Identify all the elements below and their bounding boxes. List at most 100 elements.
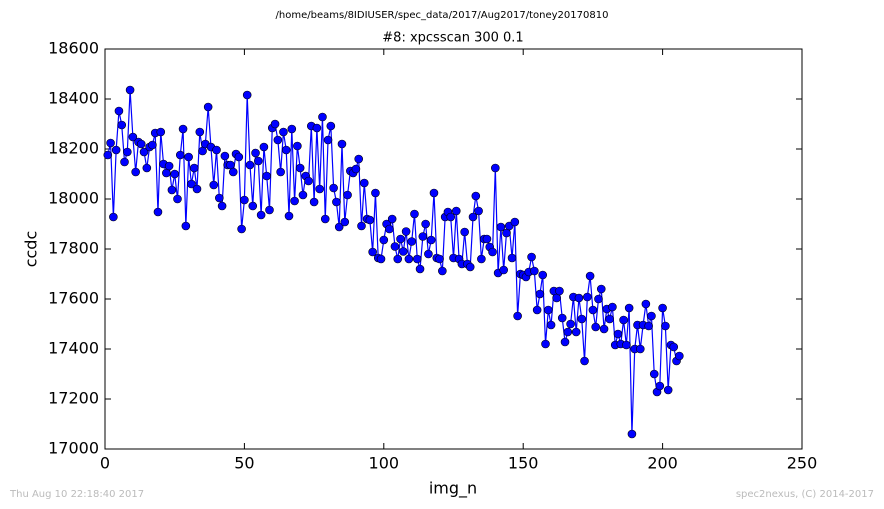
data-point bbox=[379, 235, 389, 245]
data-point bbox=[510, 217, 520, 227]
data-point bbox=[588, 305, 598, 315]
data-point bbox=[354, 154, 364, 164]
data-point bbox=[125, 85, 135, 95]
data-point bbox=[156, 127, 166, 137]
data-point bbox=[387, 214, 397, 224]
data-point bbox=[117, 120, 127, 130]
x-tick-label: 50 bbox=[234, 454, 254, 473]
data-point bbox=[304, 176, 313, 186]
data-point bbox=[114, 106, 124, 116]
y-axis-label: ccdc bbox=[22, 231, 41, 268]
data-point bbox=[256, 210, 266, 220]
data-point bbox=[435, 254, 444, 264]
data-point bbox=[482, 234, 492, 244]
data-point bbox=[546, 320, 556, 330]
data-point bbox=[647, 311, 656, 321]
data-point bbox=[234, 152, 244, 162]
data-point bbox=[123, 147, 132, 157]
data-point bbox=[669, 342, 679, 352]
data-point bbox=[608, 302, 617, 312]
data-point bbox=[624, 303, 634, 313]
data-point bbox=[103, 150, 113, 160]
data-point bbox=[599, 324, 609, 334]
data-point bbox=[424, 249, 433, 259]
data-point bbox=[371, 188, 380, 198]
data-point bbox=[663, 385, 673, 395]
data-point bbox=[142, 163, 152, 173]
data-point bbox=[217, 201, 227, 211]
data-point bbox=[385, 224, 394, 234]
data-point bbox=[365, 215, 375, 225]
data-point bbox=[532, 305, 542, 315]
data-point bbox=[337, 139, 347, 149]
x-tick-label: 200 bbox=[647, 454, 678, 473]
data-point bbox=[187, 179, 196, 189]
data-point bbox=[209, 180, 219, 190]
y-tick-label: 18600 bbox=[48, 39, 99, 58]
x-tick-label: 250 bbox=[787, 454, 818, 473]
data-point bbox=[496, 222, 506, 232]
data-point bbox=[136, 139, 146, 149]
data-point bbox=[254, 156, 263, 166]
data-point bbox=[658, 303, 667, 313]
data-point bbox=[279, 127, 288, 137]
data-point bbox=[215, 193, 224, 203]
chart-title: #8: xpcsscan 300 0.1 bbox=[382, 31, 523, 46]
data-point bbox=[418, 232, 428, 241]
data-point bbox=[474, 206, 483, 216]
data-point bbox=[167, 185, 177, 195]
data-point bbox=[488, 247, 497, 257]
data-point bbox=[507, 253, 517, 263]
data-point bbox=[139, 147, 149, 157]
data-point bbox=[290, 196, 299, 206]
data-point bbox=[399, 247, 408, 256]
data-point bbox=[128, 132, 138, 142]
data-point bbox=[131, 167, 140, 177]
data-point bbox=[203, 102, 213, 112]
data-point bbox=[220, 151, 230, 161]
y-tick-label: 17000 bbox=[48, 439, 99, 458]
data-point bbox=[320, 214, 330, 224]
data-point bbox=[426, 235, 436, 245]
data-point bbox=[148, 140, 157, 150]
data-point bbox=[471, 191, 481, 201]
data-point bbox=[245, 160, 255, 170]
data-point bbox=[265, 205, 274, 215]
y-tick-label: 17400 bbox=[48, 339, 99, 358]
data-point bbox=[566, 319, 575, 329]
data-point bbox=[242, 90, 252, 100]
data-point bbox=[412, 254, 422, 264]
data-point bbox=[153, 207, 163, 217]
data-point bbox=[641, 299, 651, 309]
data-point bbox=[619, 315, 628, 325]
data-point bbox=[120, 157, 129, 167]
x-tick-label: 150 bbox=[508, 454, 539, 473]
data-point bbox=[106, 138, 115, 148]
data-point bbox=[538, 270, 548, 280]
data-point bbox=[644, 321, 653, 331]
data-point bbox=[563, 327, 573, 337]
data-point bbox=[591, 322, 600, 332]
data-point bbox=[401, 227, 411, 236]
data-point bbox=[655, 381, 665, 391]
data-point bbox=[351, 164, 361, 174]
data-point bbox=[343, 190, 352, 200]
data-point bbox=[477, 254, 486, 264]
y-tick-label: 17200 bbox=[48, 389, 99, 408]
data-point bbox=[460, 227, 469, 237]
data-point bbox=[111, 145, 121, 155]
data-point bbox=[415, 264, 425, 274]
data-point bbox=[596, 284, 606, 294]
data-point bbox=[298, 190, 308, 200]
data-point bbox=[212, 145, 221, 155]
data-point bbox=[555, 286, 564, 296]
data-point bbox=[170, 169, 179, 179]
y-tick-label: 18000 bbox=[48, 189, 99, 208]
data-point bbox=[404, 254, 414, 264]
data-point bbox=[237, 224, 246, 234]
data-point bbox=[465, 262, 475, 272]
footer-left: Thu Aug 10 22:18:40 2017 bbox=[9, 489, 144, 500]
data-point bbox=[173, 194, 182, 204]
